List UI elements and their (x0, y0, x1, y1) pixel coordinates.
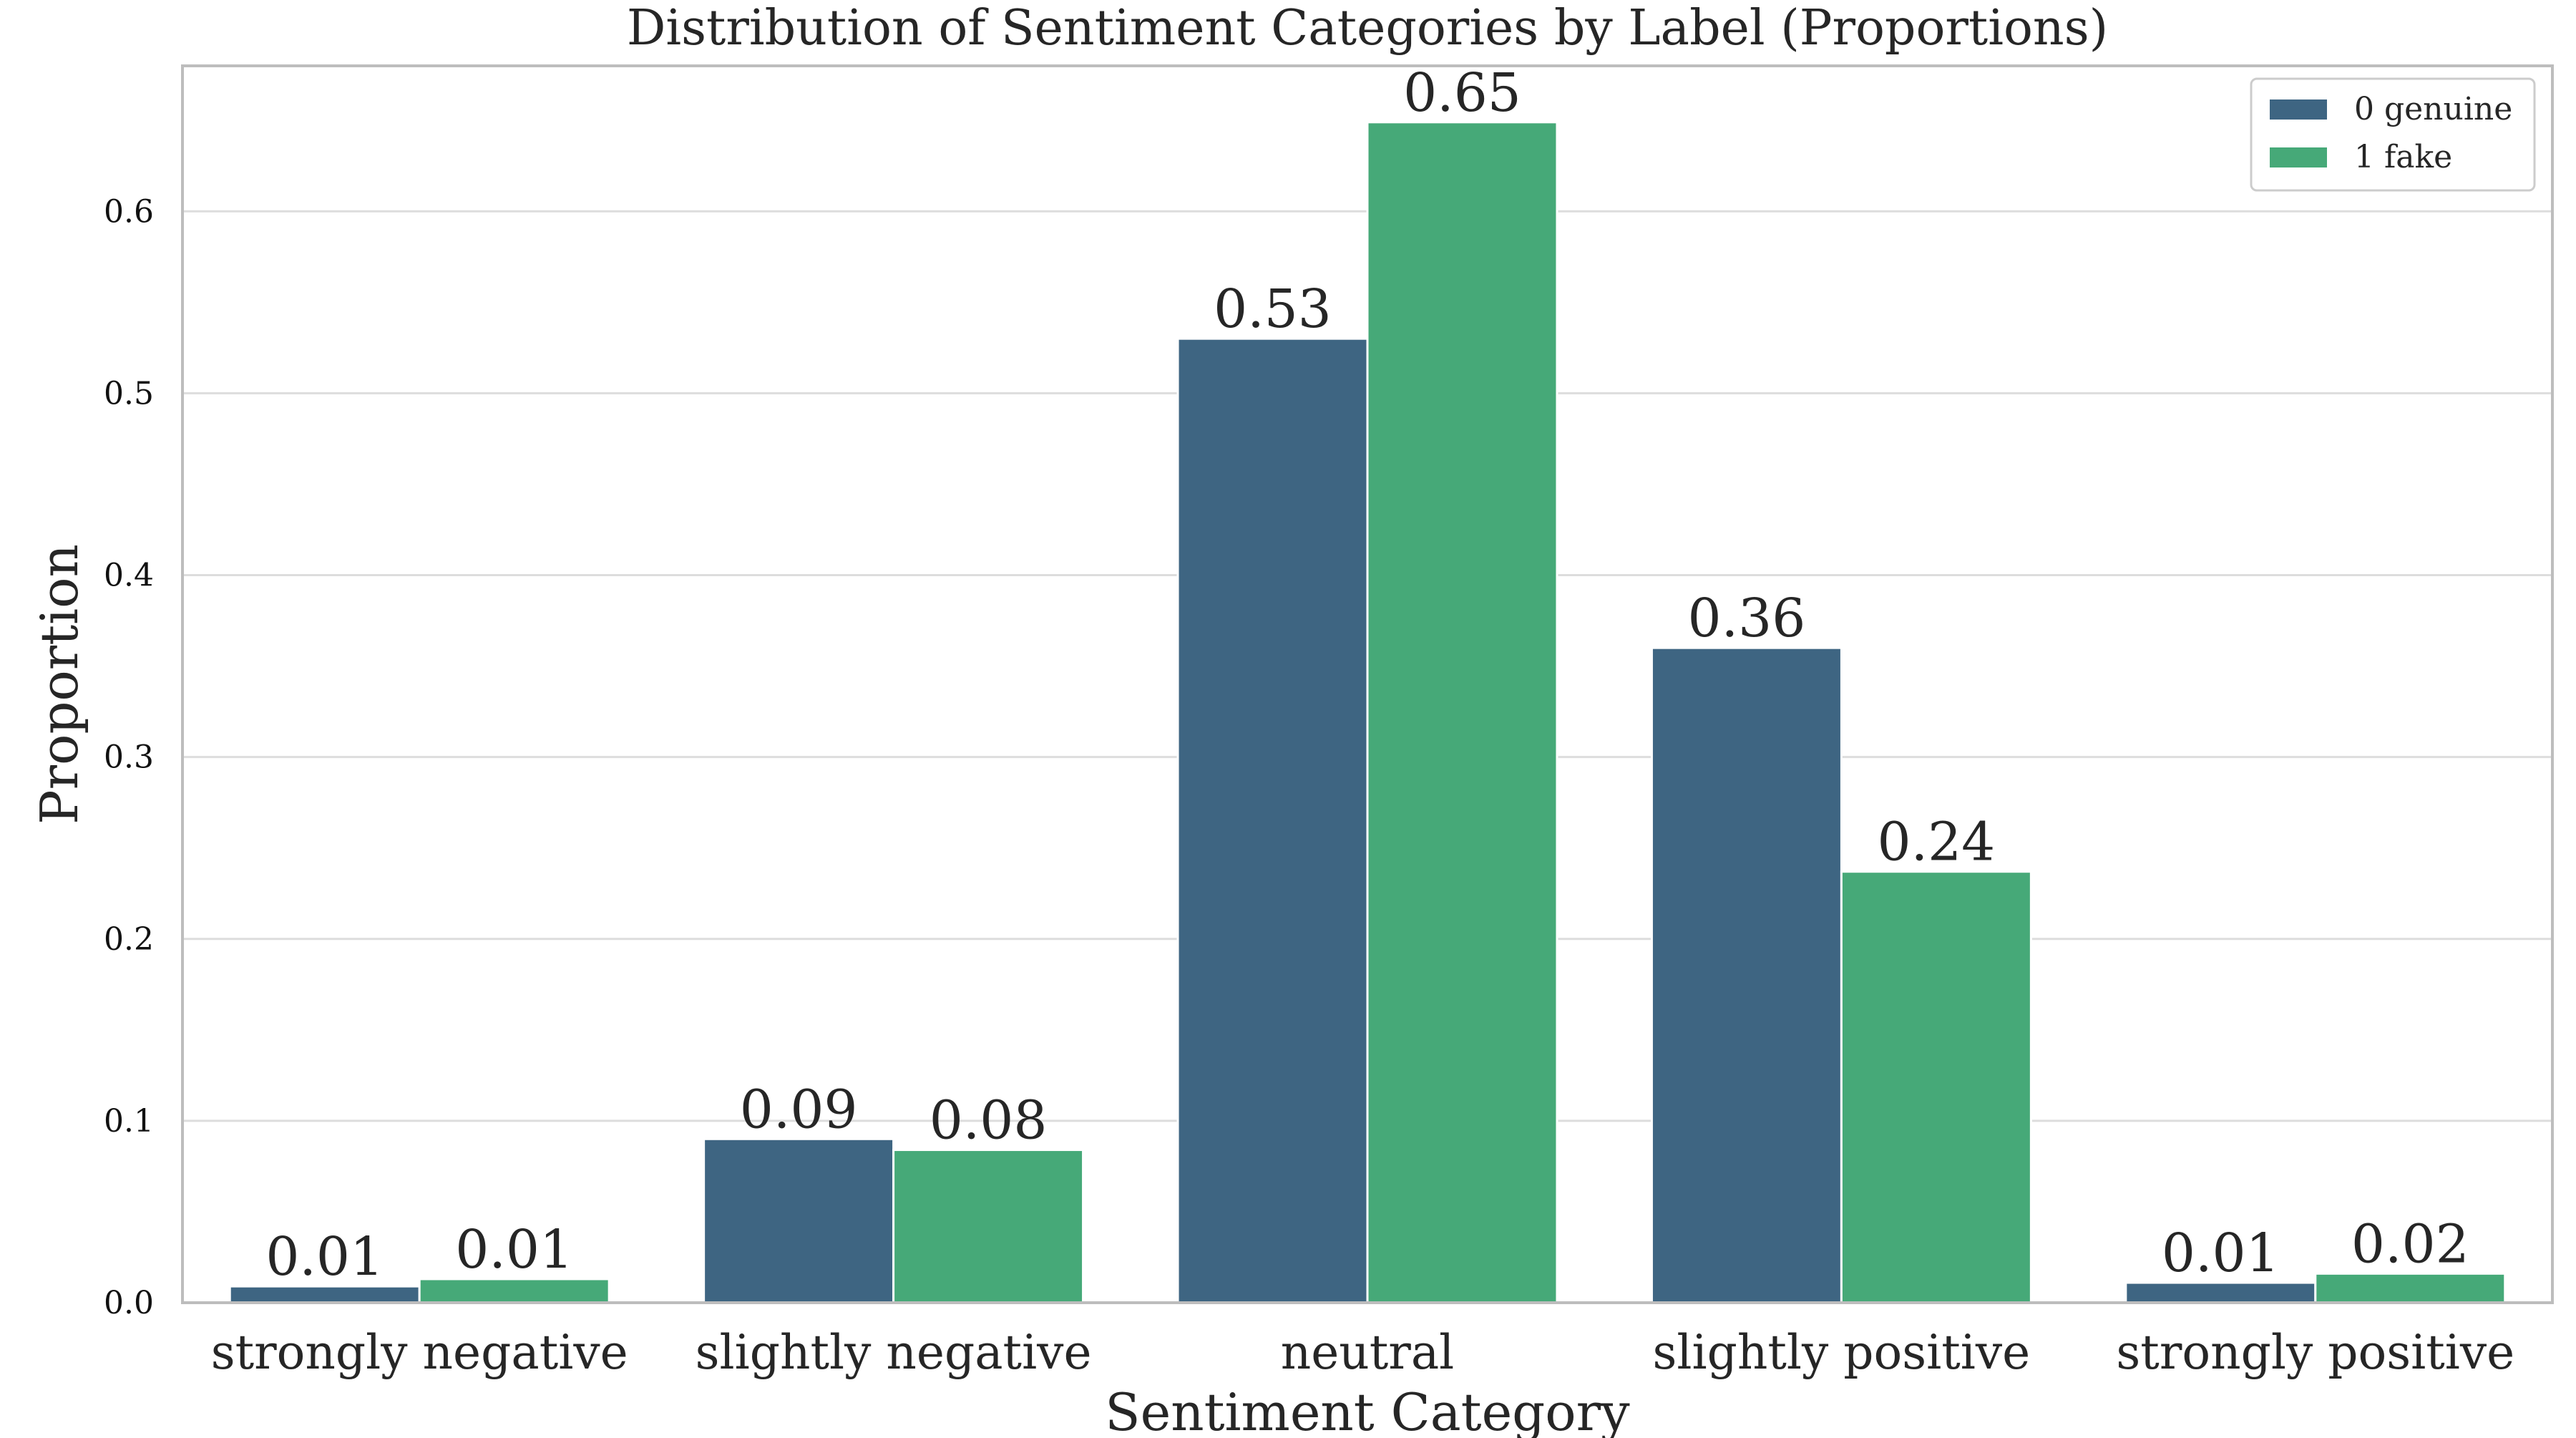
y-tick-label: 0.1 (104, 1103, 154, 1140)
bar-fake (1840, 870, 2032, 1304)
bar-genuine (228, 1285, 421, 1304)
bar-fake (418, 1278, 610, 1304)
bar-value-label: 0.36 (1688, 588, 1806, 649)
y-tick-label: 0.3 (104, 739, 154, 776)
x-tick-label: slightly positive (1653, 1325, 2031, 1380)
y-tick-label: 0.6 (104, 193, 154, 230)
bar-value-label: 0.02 (2351, 1213, 2469, 1275)
bar-value-label: 0.65 (1403, 62, 1521, 124)
y-tick-label: 0.5 (104, 375, 154, 412)
x-tick-labels: strongly negative slightly negative neutra… (211, 1325, 2514, 1380)
bar-value-labels: 0.01 0.01 0.09 0.08 0.53 0.65 0.36 0.24 0.01 0.02 (265, 62, 2469, 1288)
bar-fake (2314, 1272, 2507, 1304)
y-axis-label: Proportion (29, 544, 89, 825)
x-tick-label: neutral (1281, 1325, 1455, 1380)
legend: 0 genuine 1 fake (2250, 77, 2536, 192)
bars (228, 121, 2507, 1304)
bar-genuine (2124, 1281, 2317, 1304)
y-tick-labels: 0.0 0.1 0.2 0.3 0.4 0.5 0.6 (104, 193, 154, 1321)
bar-genuine (1650, 646, 1843, 1304)
bar-value-label: 0.01 (2162, 1223, 2280, 1284)
legend-label-fake: 1 fake (2354, 139, 2452, 175)
bar-value-label: 0.24 (1877, 812, 1995, 873)
bar-fake (892, 1149, 1085, 1304)
y-tick-label: 0.0 (104, 1285, 154, 1321)
chart-title: Distribution of Sentiment Categories by … (627, 0, 2108, 57)
y-tick-label: 0.2 (104, 921, 154, 958)
bar-genuine (703, 1137, 895, 1304)
bar-value-label: 0.53 (1214, 278, 1332, 340)
x-tick-label: slightly negative (696, 1325, 1092, 1380)
bar-fake (1366, 121, 1558, 1304)
bar-value-label: 0.08 (930, 1090, 1048, 1152)
legend-label-genuine: 0 genuine (2354, 91, 2512, 127)
x-tick-label: strongly positive (2116, 1325, 2514, 1380)
x-tick-label: strongly negative (211, 1325, 628, 1380)
y-tick-label: 0.4 (104, 558, 154, 594)
bar-genuine (1176, 337, 1369, 1304)
legend-swatch-genuine (2270, 99, 2327, 120)
legend-swatch-fake (2270, 147, 2327, 167)
bar-value-label: 0.09 (740, 1079, 858, 1140)
x-axis-label: Sentiment Category (1105, 1382, 1630, 1438)
bar-value-label: 0.01 (265, 1226, 384, 1288)
plot-frame (181, 64, 2554, 1304)
bar-value-label: 0.01 (455, 1219, 573, 1281)
